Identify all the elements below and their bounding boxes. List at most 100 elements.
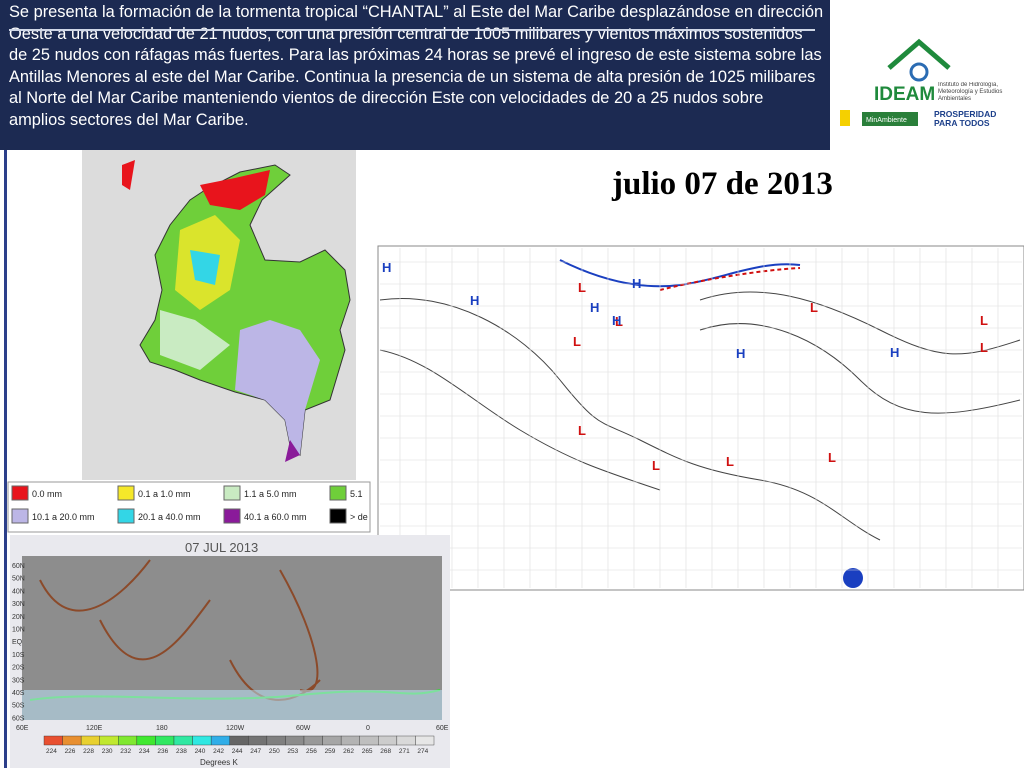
header-band — [0, 0, 830, 150]
pressure-center: H — [632, 276, 641, 291]
scale-swatch — [155, 735, 175, 746]
island — [122, 160, 135, 190]
lat-label: 10N — [12, 627, 25, 634]
scale-label: 265 — [362, 748, 373, 755]
legend-label: 5.1 — [350, 489, 363, 499]
scale-label: 230 — [102, 748, 113, 755]
legend-label: 20.1 a 40.0 mm — [138, 512, 201, 522]
region — [285, 440, 300, 462]
scale-label: 256 — [306, 748, 317, 755]
cold-band — [22, 690, 442, 720]
legend-swatch — [11, 485, 29, 501]
scale-swatch — [80, 735, 100, 746]
precipitation-legend: 0.0 mm 0.1 a 1.0 mm 1.1 a 5.0 mm 5.1 10.1 a … — [7, 481, 371, 533]
logo-mark — [909, 62, 929, 82]
underline — [9, 29, 815, 31]
scale-label: 259 — [325, 748, 336, 755]
scale-label: 240 — [195, 748, 206, 755]
pressure-center: H — [590, 300, 599, 315]
lat-label: 60S — [12, 715, 25, 722]
scale-label: 253 — [287, 748, 298, 755]
left-bar — [4, 150, 7, 768]
legend-swatch — [223, 485, 241, 501]
region — [160, 310, 230, 370]
scale-label: 238 — [176, 748, 187, 755]
legend-frame — [7, 481, 371, 533]
map-frame — [377, 245, 1024, 591]
scale-unit: Degrees K — [200, 758, 238, 767]
lat-label: 30N — [12, 601, 25, 608]
cold-front — [559, 259, 801, 288]
legend-swatch — [329, 485, 347, 501]
isobar — [379, 349, 661, 491]
ministry: MinAmbiente — [866, 117, 907, 124]
lon-label: 180 — [156, 725, 168, 732]
scale-swatch — [340, 735, 360, 746]
pressure-center: H — [736, 346, 745, 361]
lat-label: 30S — [12, 677, 25, 684]
scale-label: 268 — [380, 748, 391, 755]
lon-label: 60W — [296, 725, 311, 732]
scale-swatch — [192, 735, 212, 746]
lon-label: 0 — [366, 725, 370, 732]
scale-swatch — [99, 735, 119, 746]
date: julio 07 de 2013 — [612, 166, 833, 202]
description: Se presenta la formación de la tormenta … — [9, 3, 824, 129]
region — [235, 320, 320, 455]
pressure-center: L — [615, 314, 623, 329]
scale-swatch — [118, 735, 138, 746]
pressure-center: L — [980, 313, 988, 328]
lon-label: 60E — [436, 725, 449, 732]
lat-label: 50N — [12, 576, 25, 583]
region — [200, 170, 270, 210]
scale-swatch — [303, 735, 323, 746]
pressure-center: L — [828, 450, 836, 465]
scale-label: 274 — [417, 748, 428, 755]
lat-label: 20S — [12, 665, 25, 672]
legend-swatch — [329, 508, 347, 524]
pressure-center: L — [726, 454, 734, 469]
scale-swatch — [285, 735, 305, 746]
scale-swatch — [229, 735, 249, 746]
lat-label: 10S — [12, 652, 25, 659]
scale-label: 262 — [343, 748, 354, 755]
legend-label: 1.1 a 5.0 mm — [244, 489, 297, 499]
scale-swatch — [322, 735, 342, 746]
legend-swatch — [223, 508, 241, 524]
lat-label: 40S — [12, 690, 25, 697]
isobar — [379, 298, 881, 541]
scale-label: 224 — [46, 748, 57, 755]
pressure-center: L — [578, 423, 586, 438]
flag — [840, 110, 850, 126]
lat-label: 50S — [12, 703, 25, 710]
lat-label: 20N — [12, 614, 25, 621]
lon-label: 120W — [226, 725, 245, 732]
slogan-box: PROSPERIDAD PARA TODOS — [934, 110, 996, 128]
scale-label: 271 — [399, 748, 410, 755]
scale-swatch — [266, 735, 286, 746]
legend-label: 40.1 a 60.0 mm — [244, 512, 307, 522]
pressure-center: L — [652, 458, 660, 473]
scale-label: 247 — [250, 748, 261, 755]
legend-label: 0.0 mm — [32, 489, 62, 499]
logo-institute: Instituto de Hidrología, Meteorología y … — [938, 82, 1003, 102]
scale-swatch — [415, 735, 435, 746]
pressure-center: H — [612, 313, 621, 328]
pressure-center: H — [890, 345, 899, 360]
pressure-center: L — [573, 334, 581, 349]
scale-label: 244 — [232, 748, 243, 755]
scale-swatch — [396, 735, 416, 746]
lat-label: EQ — [12, 639, 23, 646]
scale-label: 232 — [120, 748, 131, 755]
legend-label: 10.1 a 20.0 mm — [32, 512, 95, 522]
legend-swatch — [117, 508, 135, 524]
contours — [39, 559, 321, 701]
legend-swatch — [11, 508, 29, 524]
lat-label: 40N — [12, 588, 25, 595]
scale-label: 242 — [213, 748, 224, 755]
lat-label: 60N — [12, 563, 25, 570]
scale-label: 236 — [157, 748, 168, 755]
pressure-center: H — [470, 293, 479, 308]
